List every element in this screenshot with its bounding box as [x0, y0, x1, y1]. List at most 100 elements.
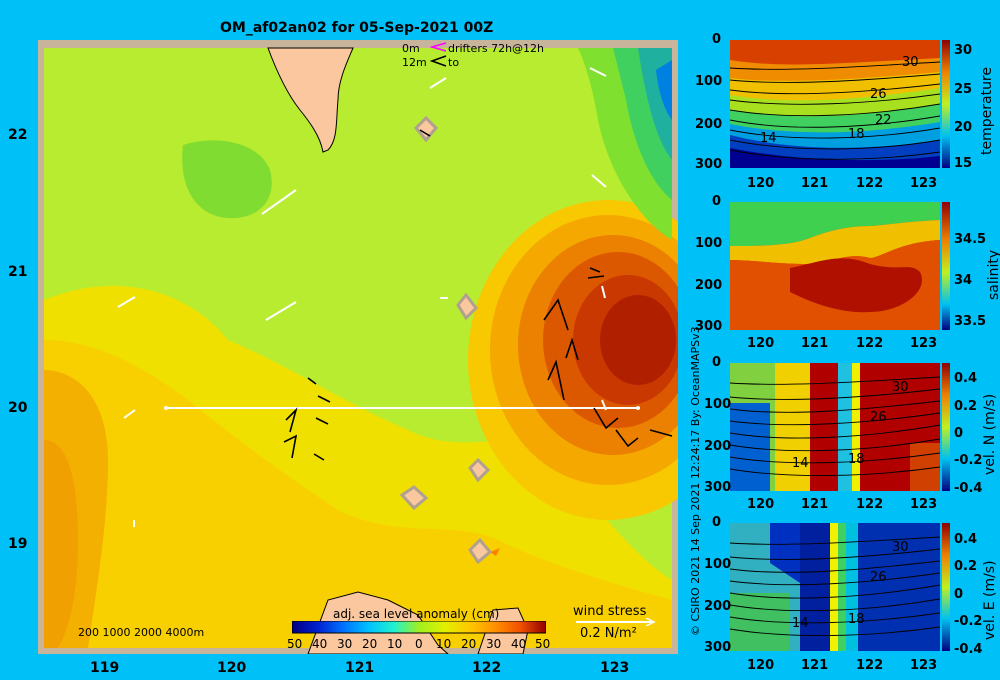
- cb-tick: 30: [337, 637, 353, 651]
- contour-label: 18: [848, 452, 865, 467]
- lat-label-22: 22: [8, 127, 28, 143]
- drifter-legend-depth-1: 0m: [402, 42, 420, 55]
- contour-label: 22: [875, 113, 892, 128]
- vele-cb-tick: -0.4: [954, 642, 983, 657]
- wind-stress-scale: 0.2 N/m²: [580, 626, 637, 641]
- vel-e-colorbar: [942, 523, 950, 651]
- panel2-ytick: 0: [712, 194, 722, 209]
- panel3-xtick: 123: [910, 497, 938, 512]
- temperature-section: 30 26 22 14 18: [730, 40, 940, 168]
- vele-cb-tick: 0.4: [954, 532, 978, 547]
- cb-tick: 10: [436, 637, 452, 651]
- wind-stress-label: wind stress: [573, 604, 647, 619]
- colorbar-title: adj. sea level anomaly (cm): [333, 607, 500, 621]
- temperature-colorbar: [942, 40, 950, 168]
- panel4-ytick: 100: [704, 557, 732, 572]
- lon-label-119: 119: [90, 660, 120, 676]
- panel1-xtick: 121: [801, 176, 829, 191]
- panel3-xtick: 122: [856, 497, 884, 512]
- cb-tick: 0: [415, 637, 423, 651]
- cb-tick: 40: [511, 637, 527, 651]
- salinity-colorbar: [942, 202, 950, 330]
- panel3-ytick: 300: [704, 480, 732, 495]
- panel1-xtick: 122: [856, 176, 884, 191]
- salinity-label: salinity: [986, 249, 1000, 300]
- temp-cb-tick: 30: [954, 43, 973, 58]
- panel3-ytick: 100: [704, 397, 732, 412]
- lon-label-123: 123: [600, 660, 630, 676]
- drifter-legend-arrow-black: [430, 55, 447, 67]
- map-title: OM_af02an02 for 05-Sep-2021 00Z: [220, 20, 494, 36]
- panel4-xtick: 120: [747, 658, 775, 673]
- drifter-legend-text-2: to: [448, 56, 460, 69]
- temp-cb-tick: 25: [954, 82, 973, 97]
- temperature-label: temperature: [979, 67, 995, 155]
- ssh-colorbar: [292, 621, 546, 634]
- cb-tick: 20: [362, 637, 378, 651]
- panel3-ytick: 200: [704, 439, 732, 454]
- vele-cb-tick: 0.2: [954, 559, 978, 574]
- panel1-ytick: 200: [695, 117, 723, 132]
- lon-label-120: 120: [217, 660, 247, 676]
- vel-e-label: vel. E (m/s): [982, 560, 998, 640]
- veln-cb-tick: 0.2: [954, 399, 978, 414]
- vel-n-colorbar: [942, 363, 950, 491]
- veln-cb-tick: -0.2: [954, 453, 983, 468]
- drifter-legend-arrow-magenta: [430, 42, 447, 52]
- panel2-ytick: 200: [695, 278, 723, 293]
- cb-tick: 10: [387, 637, 403, 651]
- cb-tick: 40: [312, 637, 328, 651]
- panel1-ytick: 300: [695, 157, 723, 172]
- panel1-xtick: 120: [747, 176, 775, 191]
- lon-label-122: 122: [472, 660, 502, 676]
- cb-tick: 20: [461, 637, 477, 651]
- veln-cb-tick: -0.4: [954, 481, 983, 496]
- sal-cb-tick: 34.5: [954, 232, 987, 247]
- lat-label-21: 21: [8, 264, 28, 280]
- vele-cb-tick: 0: [954, 587, 964, 602]
- contour-label: 26: [870, 87, 887, 102]
- panel3-xtick: 120: [747, 497, 775, 512]
- temp-cb-tick: 15: [954, 156, 973, 171]
- vel-e-section: 30 26 14 18: [730, 523, 940, 651]
- panel4-ytick: 300: [704, 640, 732, 655]
- credit-text: © CSIRO 2021 14 Sep 2021 12:24:17 By: Oc…: [689, 326, 702, 636]
- contour-label: 14: [792, 456, 809, 471]
- contour-label: 30: [892, 380, 909, 395]
- vele-cb-tick: -0.2: [954, 614, 983, 629]
- salinity-section: [730, 202, 940, 330]
- vel-n-label: vel. N (m/s): [982, 393, 998, 475]
- contour-label: 26: [870, 410, 887, 425]
- panel4-ytick: 0: [712, 515, 722, 530]
- drifter-legend-depth-2: 12m: [402, 56, 427, 69]
- panel1-ytick: 0: [712, 32, 722, 47]
- panel2-xtick: 122: [856, 336, 884, 351]
- panel2-xtick: 123: [910, 336, 938, 351]
- veln-cb-tick: 0.4: [954, 371, 978, 386]
- panel4-xtick: 123: [910, 658, 938, 673]
- contour-label: 18: [848, 612, 865, 627]
- vel-n-section: 30 26 14 18: [730, 363, 940, 491]
- panel1-xtick: 123: [910, 176, 938, 191]
- cb-tick: 50: [287, 637, 303, 651]
- lat-label-20: 20: [8, 400, 28, 416]
- panel3-ytick: 0: [712, 355, 722, 370]
- panel2-xtick: 121: [801, 336, 829, 351]
- panel4-xtick: 122: [856, 658, 884, 673]
- panel2-ytick: 100: [695, 236, 723, 251]
- sal-cb-tick: 34: [954, 273, 973, 288]
- panel2-xtick: 120: [747, 336, 775, 351]
- sea-level-map: [38, 40, 678, 654]
- contour-label: 26: [870, 570, 887, 585]
- contour-label: 18: [848, 127, 865, 142]
- temp-cb-tick: 20: [954, 120, 973, 135]
- panel2-ytick: 300: [695, 319, 723, 334]
- cb-tick: 30: [486, 637, 502, 651]
- panel1-ytick: 100: [695, 74, 723, 89]
- cb-tick: 50: [535, 637, 551, 651]
- panel4-xtick: 121: [801, 658, 829, 673]
- depth-legend: 200 1000 2000 4000m: [78, 626, 205, 639]
- wind-stress-scale-arrow: [576, 618, 656, 626]
- drifter-legend-text-1: drifters 72h@12h: [448, 42, 545, 55]
- contour-label: 30: [892, 540, 909, 555]
